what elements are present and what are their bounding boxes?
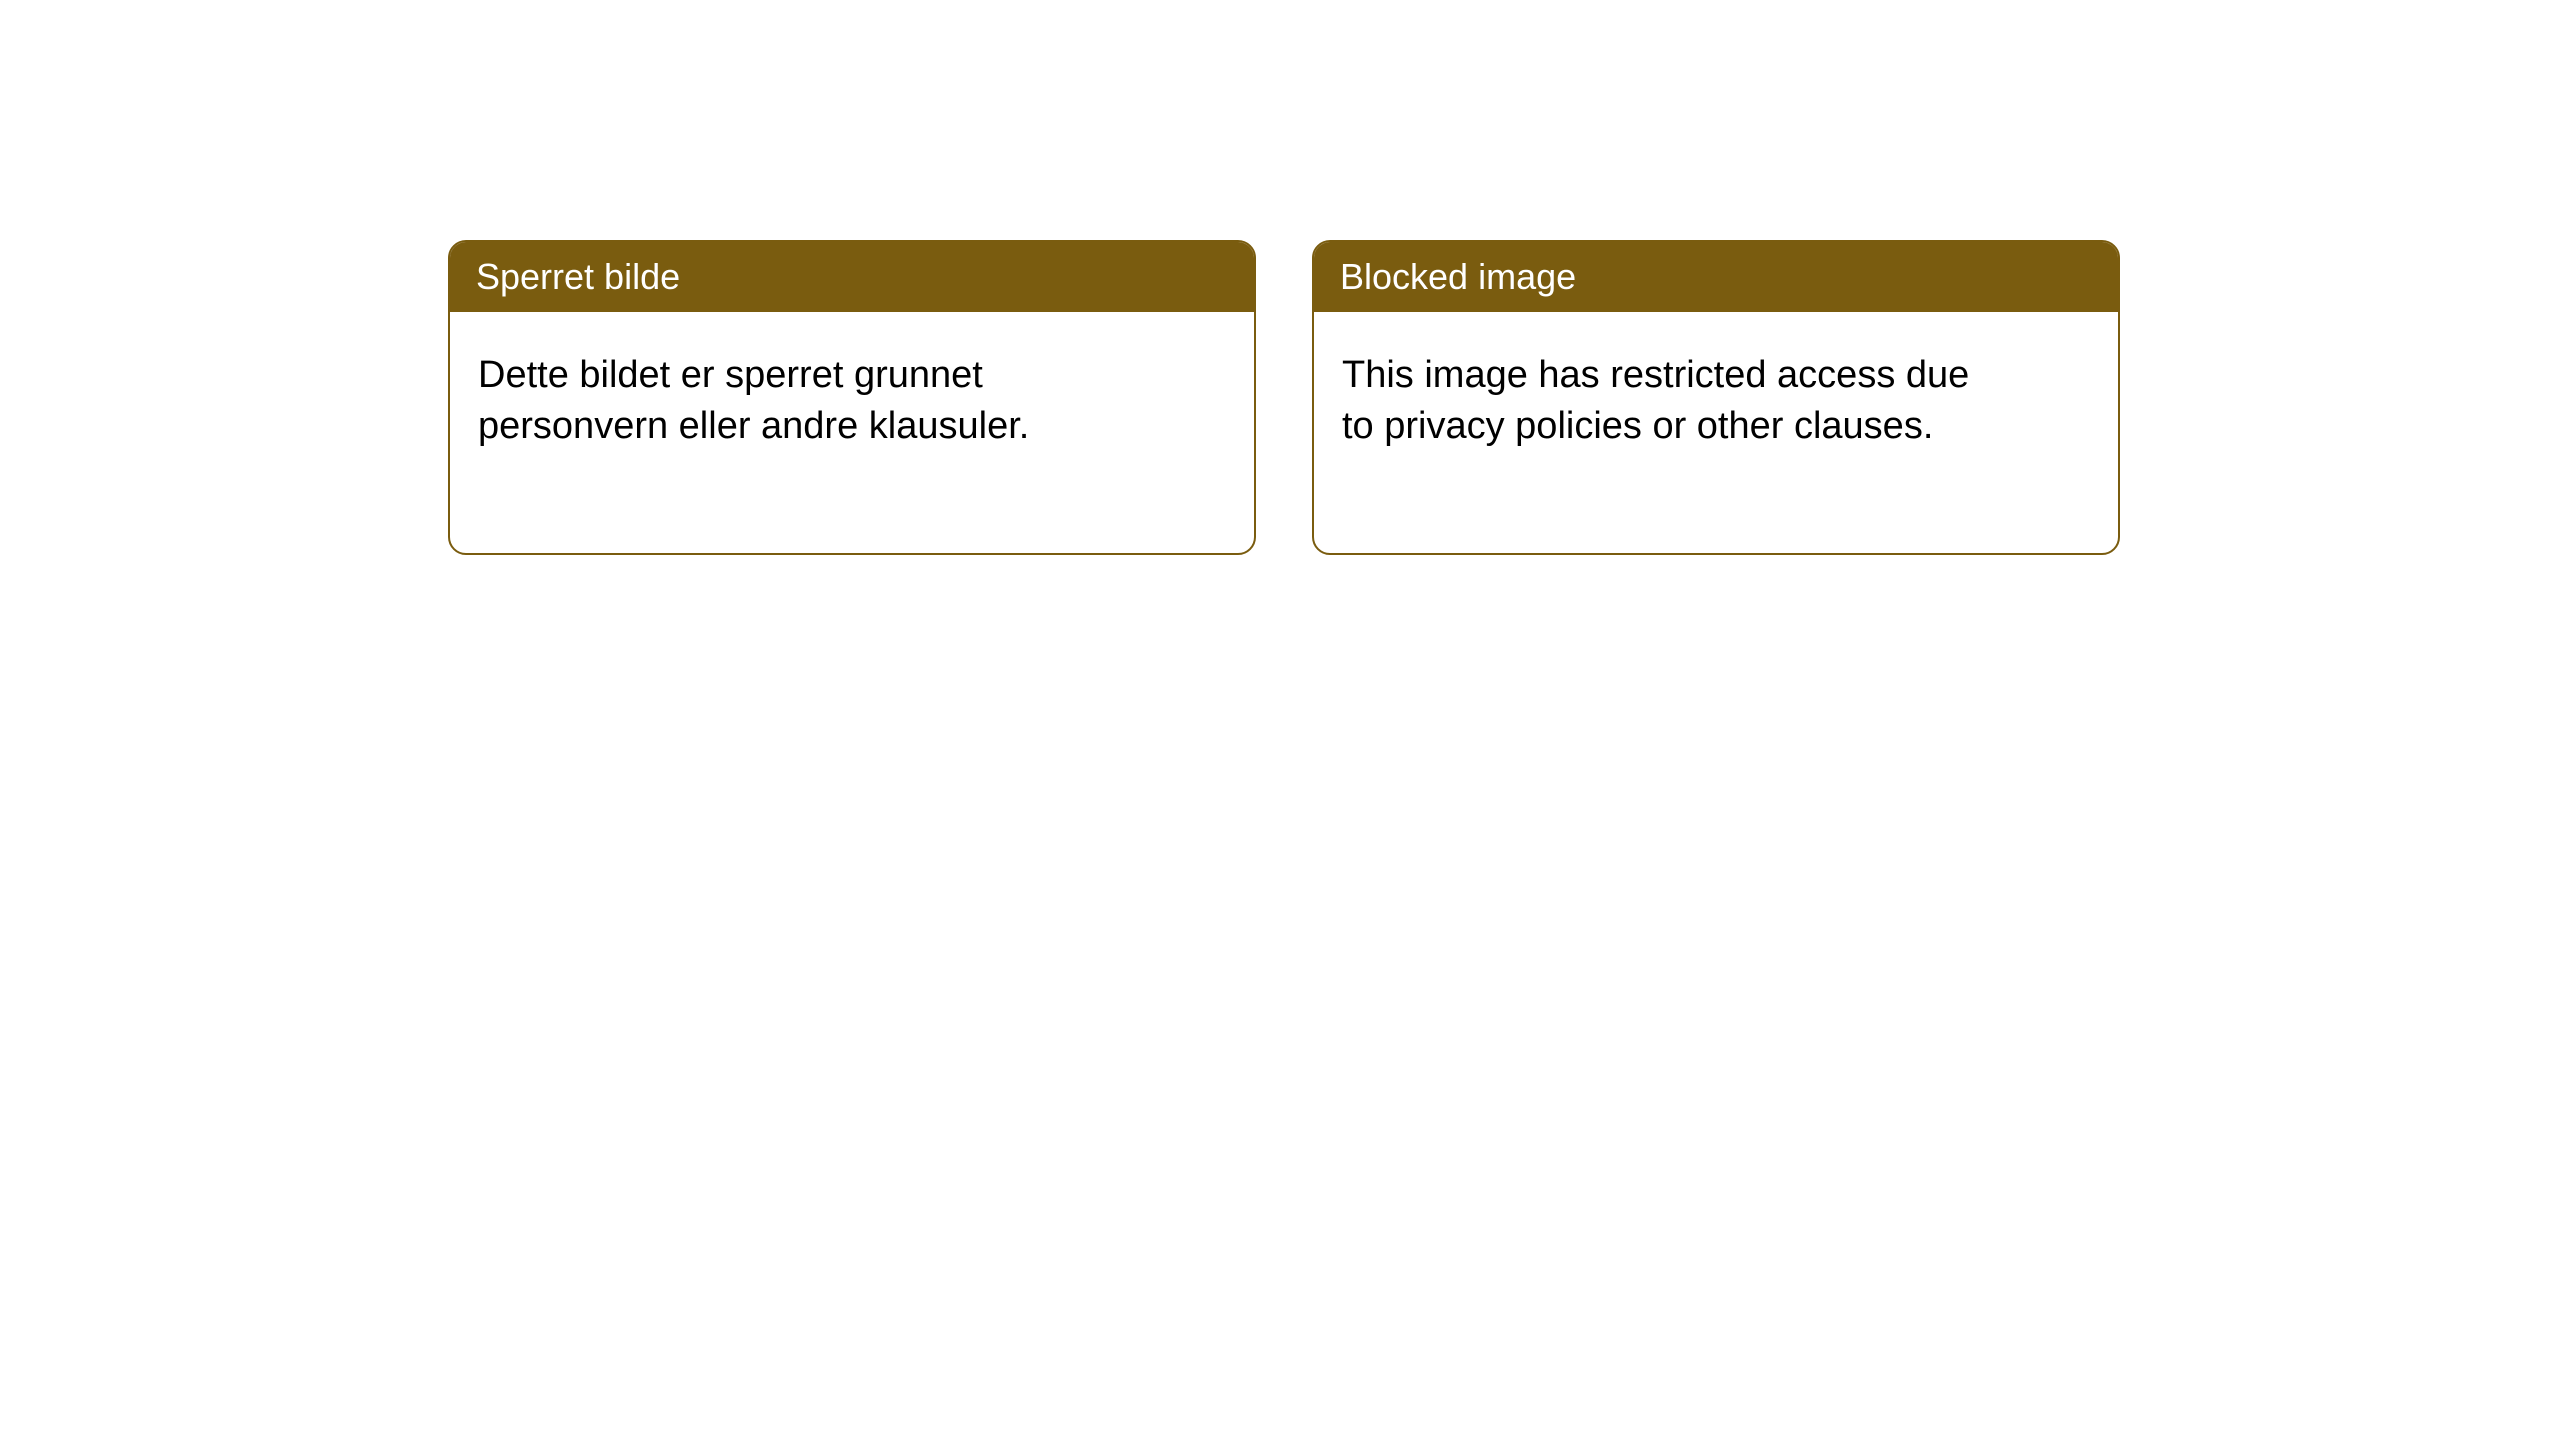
notice-header-norwegian: Sperret bilde [450,242,1254,312]
notice-card-english: Blocked image This image has restricted … [1312,240,2120,555]
notice-header-english: Blocked image [1314,242,2118,312]
notice-card-norwegian: Sperret bilde Dette bildet er sperret gr… [448,240,1256,555]
notice-body-english: This image has restricted access due to … [1314,312,2014,553]
notice-title-english: Blocked image [1340,256,1576,297]
notice-text-norwegian: Dette bildet er sperret grunnet personve… [478,354,1029,447]
notice-title-norwegian: Sperret bilde [476,256,680,297]
notice-container: Sperret bilde Dette bildet er sperret gr… [448,240,2120,555]
notice-text-english: This image has restricted access due to … [1342,354,1969,447]
notice-body-norwegian: Dette bildet er sperret grunnet personve… [450,312,1150,553]
